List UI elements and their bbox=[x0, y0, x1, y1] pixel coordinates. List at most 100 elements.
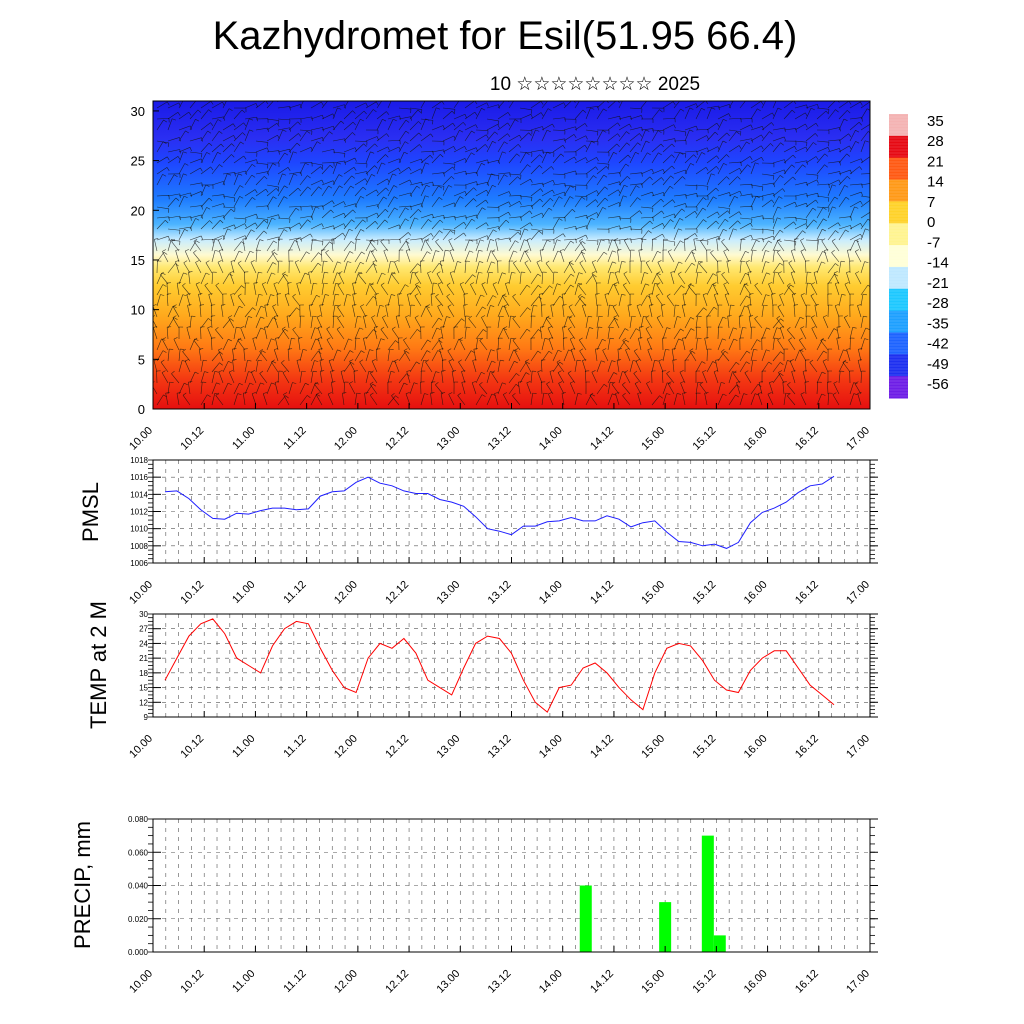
x-tick-label: 15.00 bbox=[639, 425, 667, 453]
x-tick-label: 14.12 bbox=[588, 579, 616, 607]
x-tick-label: 14.00 bbox=[537, 579, 565, 607]
colorbar-label: -49 bbox=[927, 356, 949, 373]
precip-bar bbox=[579, 885, 592, 952]
colorbar-label: -21 bbox=[927, 275, 949, 292]
x-tick-label: 15.00 bbox=[639, 579, 667, 607]
x-tick-label: 11.12 bbox=[281, 968, 308, 995]
colorbar-swatch bbox=[889, 332, 908, 355]
x-tick-label: 13.12 bbox=[486, 425, 514, 453]
colorbar-swatch bbox=[889, 114, 908, 137]
x-tick-label: 12.00 bbox=[332, 733, 360, 761]
colorbar-swatch bbox=[889, 354, 908, 377]
pmsl-frame bbox=[152, 459, 871, 564]
x-tick-label: 14.12 bbox=[588, 968, 616, 996]
precip-panel: 0.000 0.020 0.040 0.060 0.080 10.00 10.12 11.0… bbox=[70, 815, 878, 996]
temp-panel: 9 12 15 18 21 24 27 30 10.00 10.12 11.00 11.12 12.0… bbox=[86, 601, 878, 761]
x-tick-label: 13.00 bbox=[434, 968, 462, 996]
y-tick-label: 0.060 bbox=[128, 848, 149, 857]
temp-y-axis: 9 12 15 18 21 24 27 30 bbox=[139, 610, 878, 722]
x-tick-label: 11.00 bbox=[230, 425, 257, 452]
colorbar-label: 0 bbox=[927, 214, 935, 231]
colorbar-swatch bbox=[889, 266, 908, 290]
x-tick-label: 10.12 bbox=[178, 733, 206, 761]
colorbar-label: -7 bbox=[927, 234, 940, 251]
x-tick-label: 16.00 bbox=[742, 968, 770, 996]
colorbar-swatch bbox=[889, 310, 908, 333]
temp-frame bbox=[152, 613, 871, 718]
x-tick-label: 14.00 bbox=[537, 425, 565, 453]
x-tick-label: 17.00 bbox=[844, 579, 872, 607]
x-tick-label: 15.00 bbox=[639, 733, 667, 761]
x-tick-label: 11.00 bbox=[230, 579, 257, 606]
colorbar-swatch bbox=[889, 376, 908, 399]
y-tick-label: 18 bbox=[139, 669, 148, 678]
x-tick-label: 14.12 bbox=[588, 425, 616, 453]
wind-barbs bbox=[153, 101, 870, 406]
heatmap-panel: 0 5 10 15 20 25 30 10.00 10.12 11.00 11.12 12.00 12… bbox=[127, 100, 872, 453]
y-tick-label: 5 bbox=[138, 352, 145, 367]
x-tick-label: 12.12 bbox=[383, 425, 411, 453]
precip-bar bbox=[713, 935, 726, 952]
x-tick-label: 14.00 bbox=[537, 968, 565, 996]
y-tick-label: 15 bbox=[131, 253, 145, 268]
x-tick-label: 15.12 bbox=[691, 579, 719, 607]
colorbar-swatch bbox=[889, 223, 908, 246]
x-tick-label: 16.00 bbox=[742, 733, 770, 761]
colorbar-swatch bbox=[889, 135, 908, 159]
x-tick-label: 13.00 bbox=[434, 425, 462, 453]
x-tick-label: 13.12 bbox=[486, 733, 514, 761]
y-tick-label: 1016 bbox=[130, 473, 148, 482]
chart-title: Kazhydromet for Esil(51.95 66.4) bbox=[212, 14, 798, 58]
x-tick-label: 17.00 bbox=[844, 968, 872, 996]
colorbar-label: -42 bbox=[927, 336, 949, 353]
precip-x-axis: 10.00 10.12 11.00 11.12 12.00 12.12 13.00 13.12… bbox=[127, 968, 872, 996]
y-tick-label: 1008 bbox=[130, 542, 148, 551]
x-tick-label: 10.00 bbox=[127, 425, 155, 453]
y-tick-label: 21 bbox=[139, 654, 148, 663]
colorbar-label: 14 bbox=[927, 174, 944, 191]
y-tick-label: 0.020 bbox=[128, 915, 149, 924]
x-tick-label: 13.12 bbox=[486, 579, 514, 607]
x-tick-label: 16.12 bbox=[793, 425, 821, 453]
precip-ylabel: PRECIP, mm bbox=[70, 821, 95, 949]
chart-subtitle: 10 ☆☆☆☆☆☆☆☆ 2025 bbox=[489, 74, 701, 95]
precip-bar bbox=[659, 902, 672, 952]
pmsl-grid bbox=[152, 459, 871, 564]
x-tick-label: 16.12 bbox=[793, 733, 821, 761]
colorbar-swatch bbox=[889, 245, 908, 268]
x-tick-label: 14.00 bbox=[537, 733, 565, 761]
colorbar-label: -35 bbox=[927, 315, 949, 332]
y-tick-label: 10 bbox=[131, 303, 145, 318]
y-tick-label: 24 bbox=[139, 639, 148, 648]
x-tick-label: 12.12 bbox=[383, 733, 411, 761]
pmsl-series-line bbox=[164, 475, 835, 549]
x-tick-label: 16.12 bbox=[793, 968, 821, 996]
heatmap-y-axis: 0 5 10 15 20 25 30 bbox=[131, 104, 871, 417]
colorbar-swatch bbox=[889, 288, 908, 312]
x-tick-label: 17.00 bbox=[844, 425, 872, 453]
x-tick-label: 12.00 bbox=[332, 425, 360, 453]
colorbar-label: -14 bbox=[927, 255, 949, 272]
x-tick-label: 10.12 bbox=[178, 579, 206, 607]
y-tick-label: 0.080 bbox=[128, 815, 149, 824]
x-tick-label: 17.00 bbox=[844, 733, 872, 761]
x-tick-label: 11.12 bbox=[281, 579, 308, 606]
colorbar-label: 7 bbox=[927, 194, 935, 211]
x-tick-label: 13.00 bbox=[434, 733, 462, 761]
colorbar-label: 35 bbox=[927, 113, 944, 130]
temp-grid bbox=[152, 613, 871, 718]
pmsl-y-axis: 1006 1008 1010 1012 1014 1016 1018 bbox=[130, 456, 878, 568]
x-tick-label: 10.12 bbox=[178, 425, 206, 453]
y-tick-label: 0 bbox=[138, 402, 145, 417]
x-tick-label: 15.00 bbox=[639, 968, 667, 996]
x-tick-label: 16.12 bbox=[793, 579, 821, 607]
y-tick-label: 25 bbox=[131, 154, 145, 169]
colorbar-swatch bbox=[889, 179, 908, 202]
colorbar-swatch bbox=[889, 157, 908, 181]
colorbar-label: -28 bbox=[927, 295, 949, 312]
y-tick-label: 1018 bbox=[130, 456, 148, 465]
x-tick-label: 16.00 bbox=[742, 425, 770, 453]
x-tick-label: 15.12 bbox=[691, 968, 719, 996]
y-tick-label: 0.040 bbox=[128, 882, 149, 891]
